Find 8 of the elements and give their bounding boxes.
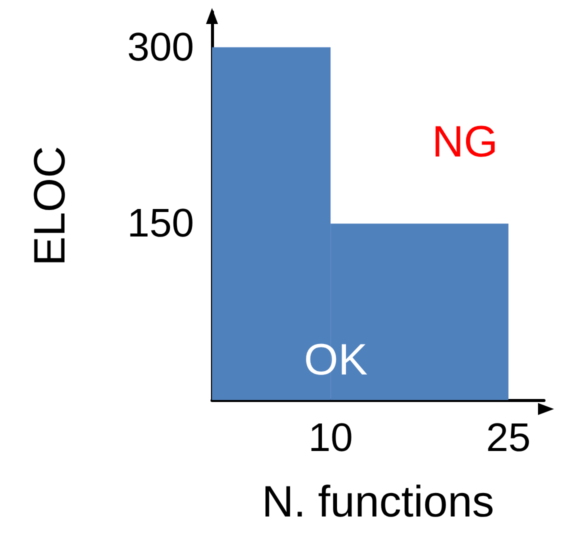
x-axis-title: N. functions	[262, 478, 494, 526]
x-tick-label: 10	[308, 416, 353, 460]
x-tick-label: 25	[486, 416, 531, 460]
annotation: NG	[432, 118, 498, 166]
y-axis-title: ELOC	[26, 146, 74, 266]
annotation: OK	[304, 336, 368, 384]
y-tick-label: 300	[127, 25, 194, 70]
y-tick-label: 150	[127, 202, 194, 246]
